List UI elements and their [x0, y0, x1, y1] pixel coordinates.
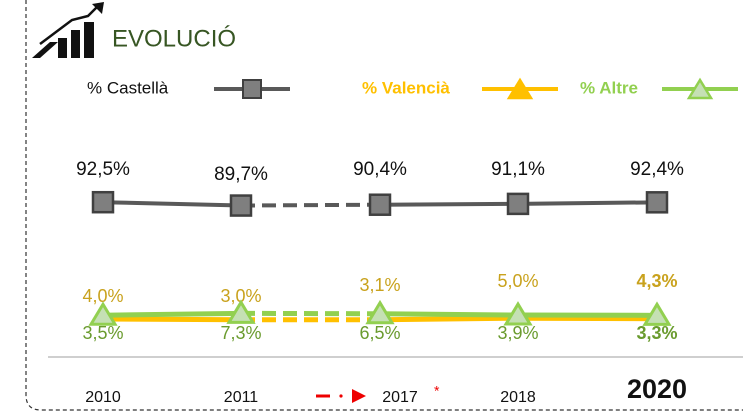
value-label: 91,1%	[491, 159, 545, 180]
icon	[32, 2, 104, 58]
marker	[229, 194, 253, 217]
marker	[88, 301, 118, 326]
asterisk: *	[434, 383, 440, 399]
chart-title: EVOLUCIÓ	[112, 25, 236, 52]
marker	[226, 299, 256, 324]
value-label: 3,0%	[220, 286, 261, 306]
series-line	[102, 310, 242, 318]
legend-marker	[242, 79, 262, 99]
marker	[503, 301, 533, 326]
value-label: 3,9%	[497, 323, 538, 343]
value-label: 3,5%	[82, 323, 123, 343]
x-tick-label: 2010	[85, 389, 121, 406]
marker	[365, 299, 395, 325]
marker	[368, 193, 392, 216]
value-label: 89,7%	[214, 164, 268, 185]
legend-label: % Castellà	[87, 78, 169, 97]
value-label: 4,0%	[82, 286, 123, 306]
value-label: 7,3%	[220, 323, 261, 343]
legend-label: % Valencià	[362, 78, 450, 97]
value-label: 3,3%	[636, 323, 677, 343]
frame	[25, 0, 743, 411]
value-label: 3,1%	[359, 275, 400, 295]
series-line-dashed	[240, 202, 381, 208]
value-label: 90,4%	[353, 159, 407, 180]
marker	[91, 190, 115, 214]
x-tick-label: 2020	[627, 374, 687, 404]
x-tick-label: 2018	[500, 389, 536, 406]
value-label: 5,0%	[497, 271, 538, 291]
value-label: 4,3%	[636, 271, 677, 291]
series-line	[102, 316, 242, 323]
legend-label: % Altre	[580, 78, 638, 97]
marker	[645, 191, 669, 214]
x-tick-label: 2017	[382, 389, 418, 406]
marker	[642, 301, 672, 326]
value-label: 6,5%	[359, 323, 400, 343]
legend-marker	[506, 77, 534, 100]
value-label: 92,5%	[76, 159, 130, 180]
x-tick-label: 2011	[224, 389, 259, 406]
legend-marker	[686, 77, 714, 100]
value-label: 92,4%	[630, 159, 684, 180]
period-arrow	[316, 389, 366, 403]
marker	[506, 192, 530, 216]
series-line	[102, 200, 242, 208]
